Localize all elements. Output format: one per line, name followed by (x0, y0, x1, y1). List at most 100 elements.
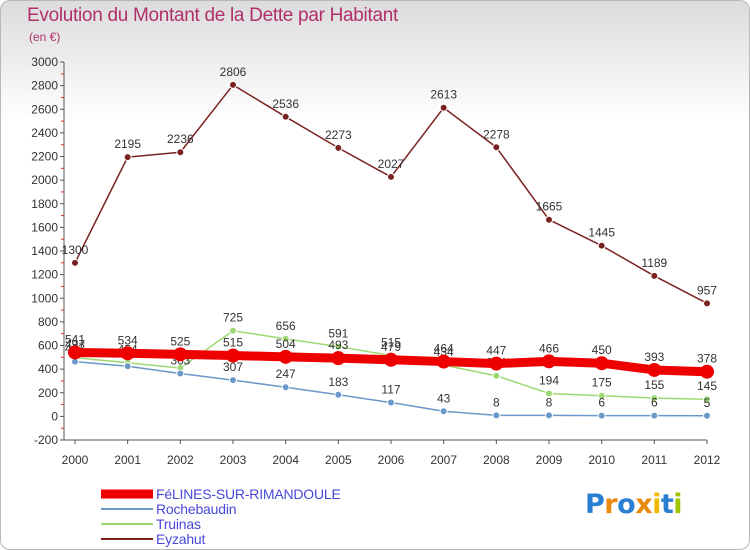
data-point-s3 (703, 299, 711, 308)
legend-item-felines: FéLINES-SUR-RIMANDOULE (101, 486, 341, 502)
data-point-s1 (703, 411, 711, 420)
data-point-s0 (331, 351, 346, 366)
data-label-s2: 515 (381, 336, 401, 350)
x-tick-label: 2009 (536, 453, 563, 467)
data-label-s0: 466 (539, 341, 559, 355)
y-tick-label: 2000 (31, 173, 58, 187)
logo-letter: t (660, 489, 674, 520)
y-tick-label: 1800 (31, 197, 58, 211)
data-point-s0 (226, 348, 240, 363)
data-point-s3 (71, 258, 79, 267)
x-tick-label: 2003 (220, 453, 247, 467)
legend-item-rochebaudin: Rochebaudin (101, 500, 341, 517)
data-point-s3 (387, 172, 395, 181)
x-tick-label: 2011 (641, 453, 667, 467)
y-tick-label: 1200 (31, 268, 58, 282)
data-label-s3: 2536 (272, 97, 299, 111)
data-point-s1 (229, 376, 237, 385)
data-label-s3: 1445 (588, 226, 615, 240)
data-label-s1: 183 (328, 375, 348, 389)
y-tick-label: 2800 (31, 79, 58, 93)
y-tick-label: 400 (38, 362, 58, 376)
data-point-s0 (542, 354, 556, 369)
data-point-s1 (597, 411, 606, 420)
data-label-s2: 145 (697, 379, 717, 393)
data-point-s0 (173, 347, 188, 362)
data-point-s1 (334, 390, 343, 399)
y-tick-label: 2400 (31, 126, 58, 140)
x-tick-label: 2002 (167, 453, 194, 467)
data-point-s1 (650, 411, 659, 420)
data-point-s3 (334, 143, 343, 152)
data-point-s2 (492, 371, 501, 380)
data-point-s0 (384, 352, 398, 367)
data-point-s3 (492, 143, 501, 152)
data-label-s3: 2195 (114, 137, 141, 151)
y-tick-label: 200 (38, 386, 58, 400)
data-point-s1 (176, 369, 185, 378)
data-label-s1: 8 (493, 395, 500, 409)
data-label-s0: 493 (328, 338, 348, 352)
x-tick-label: 2007 (430, 453, 457, 467)
data-point-s2 (229, 326, 237, 335)
data-label-s2: 194 (539, 373, 559, 387)
data-point-s0 (120, 346, 135, 361)
chart-legend: FéLINES-SUR-RIMANDOULE Rochebaudin Truin… (101, 486, 341, 547)
chart-title: Evolution du Montant de la Dette par Hab… (27, 5, 398, 26)
data-point-s0 (278, 349, 293, 364)
data-label-s3: 2236 (167, 132, 194, 146)
data-point-s2 (703, 395, 711, 404)
data-point-s1 (123, 362, 132, 371)
data-point-s1 (545, 411, 553, 420)
data-label-s2: 434 (434, 345, 454, 359)
data-point-s3 (281, 112, 290, 121)
data-label-s0: 378 (697, 352, 717, 366)
y-tick-label: -200 (34, 433, 58, 447)
data-point-s0 (594, 356, 609, 371)
y-tick-label: 600 (38, 339, 58, 353)
y-tick-label: 2200 (31, 150, 58, 164)
data-point-s3 (650, 271, 659, 280)
data-point-s0 (68, 345, 82, 360)
data-point-s1 (439, 407, 448, 416)
logo-letter: i (673, 489, 683, 520)
data-label-s2: 656 (276, 319, 296, 333)
chart-subtitle: (en €) (29, 30, 61, 44)
data-point-s0 (647, 362, 662, 377)
logo-letter: r (604, 489, 618, 520)
data-point-s0 (700, 364, 714, 379)
data-label-s0: 525 (170, 334, 190, 348)
data-label-s3: 2806 (220, 65, 247, 79)
data-point-s3 (229, 80, 237, 89)
x-tick-label: 2004 (272, 453, 299, 467)
x-tick-label: 2005 (325, 453, 352, 467)
data-label-s2: 155 (644, 378, 664, 392)
logo-letter: P (585, 489, 605, 520)
x-tick-label: 2008 (483, 453, 510, 467)
y-tick-label: 1400 (31, 244, 58, 258)
x-tick-label: 2010 (588, 453, 615, 467)
y-tick-label: 3000 (31, 55, 58, 69)
legend-label-eyzahut: Eyzahut (156, 530, 206, 547)
data-label-s3: 2027 (378, 157, 405, 171)
data-label-s3: 2278 (483, 127, 510, 141)
data-label-s1: 247 (276, 367, 296, 381)
data-point-s2 (545, 389, 553, 398)
data-label-s0: 504 (276, 337, 296, 351)
x-tick-label: 2006 (378, 453, 405, 467)
data-point-s2 (281, 334, 290, 343)
data-point-s1 (492, 411, 501, 420)
data-label-s0: 541 (65, 332, 85, 346)
y-tick-label: 0 (51, 409, 58, 423)
x-tick-label: 2001 (114, 453, 141, 467)
data-point-s1 (387, 398, 395, 407)
data-label-s1: 8 (546, 395, 553, 409)
data-label-s0: 393 (644, 350, 664, 364)
y-tick-label: 2600 (31, 102, 58, 116)
y-tick-label: 1000 (31, 291, 58, 305)
data-label-s3: 2613 (430, 88, 457, 102)
legend-label-rochebaudin: Rochebaudin (156, 500, 237, 517)
data-label-s1: 43 (437, 391, 451, 405)
y-tick-label: 800 (38, 315, 58, 329)
